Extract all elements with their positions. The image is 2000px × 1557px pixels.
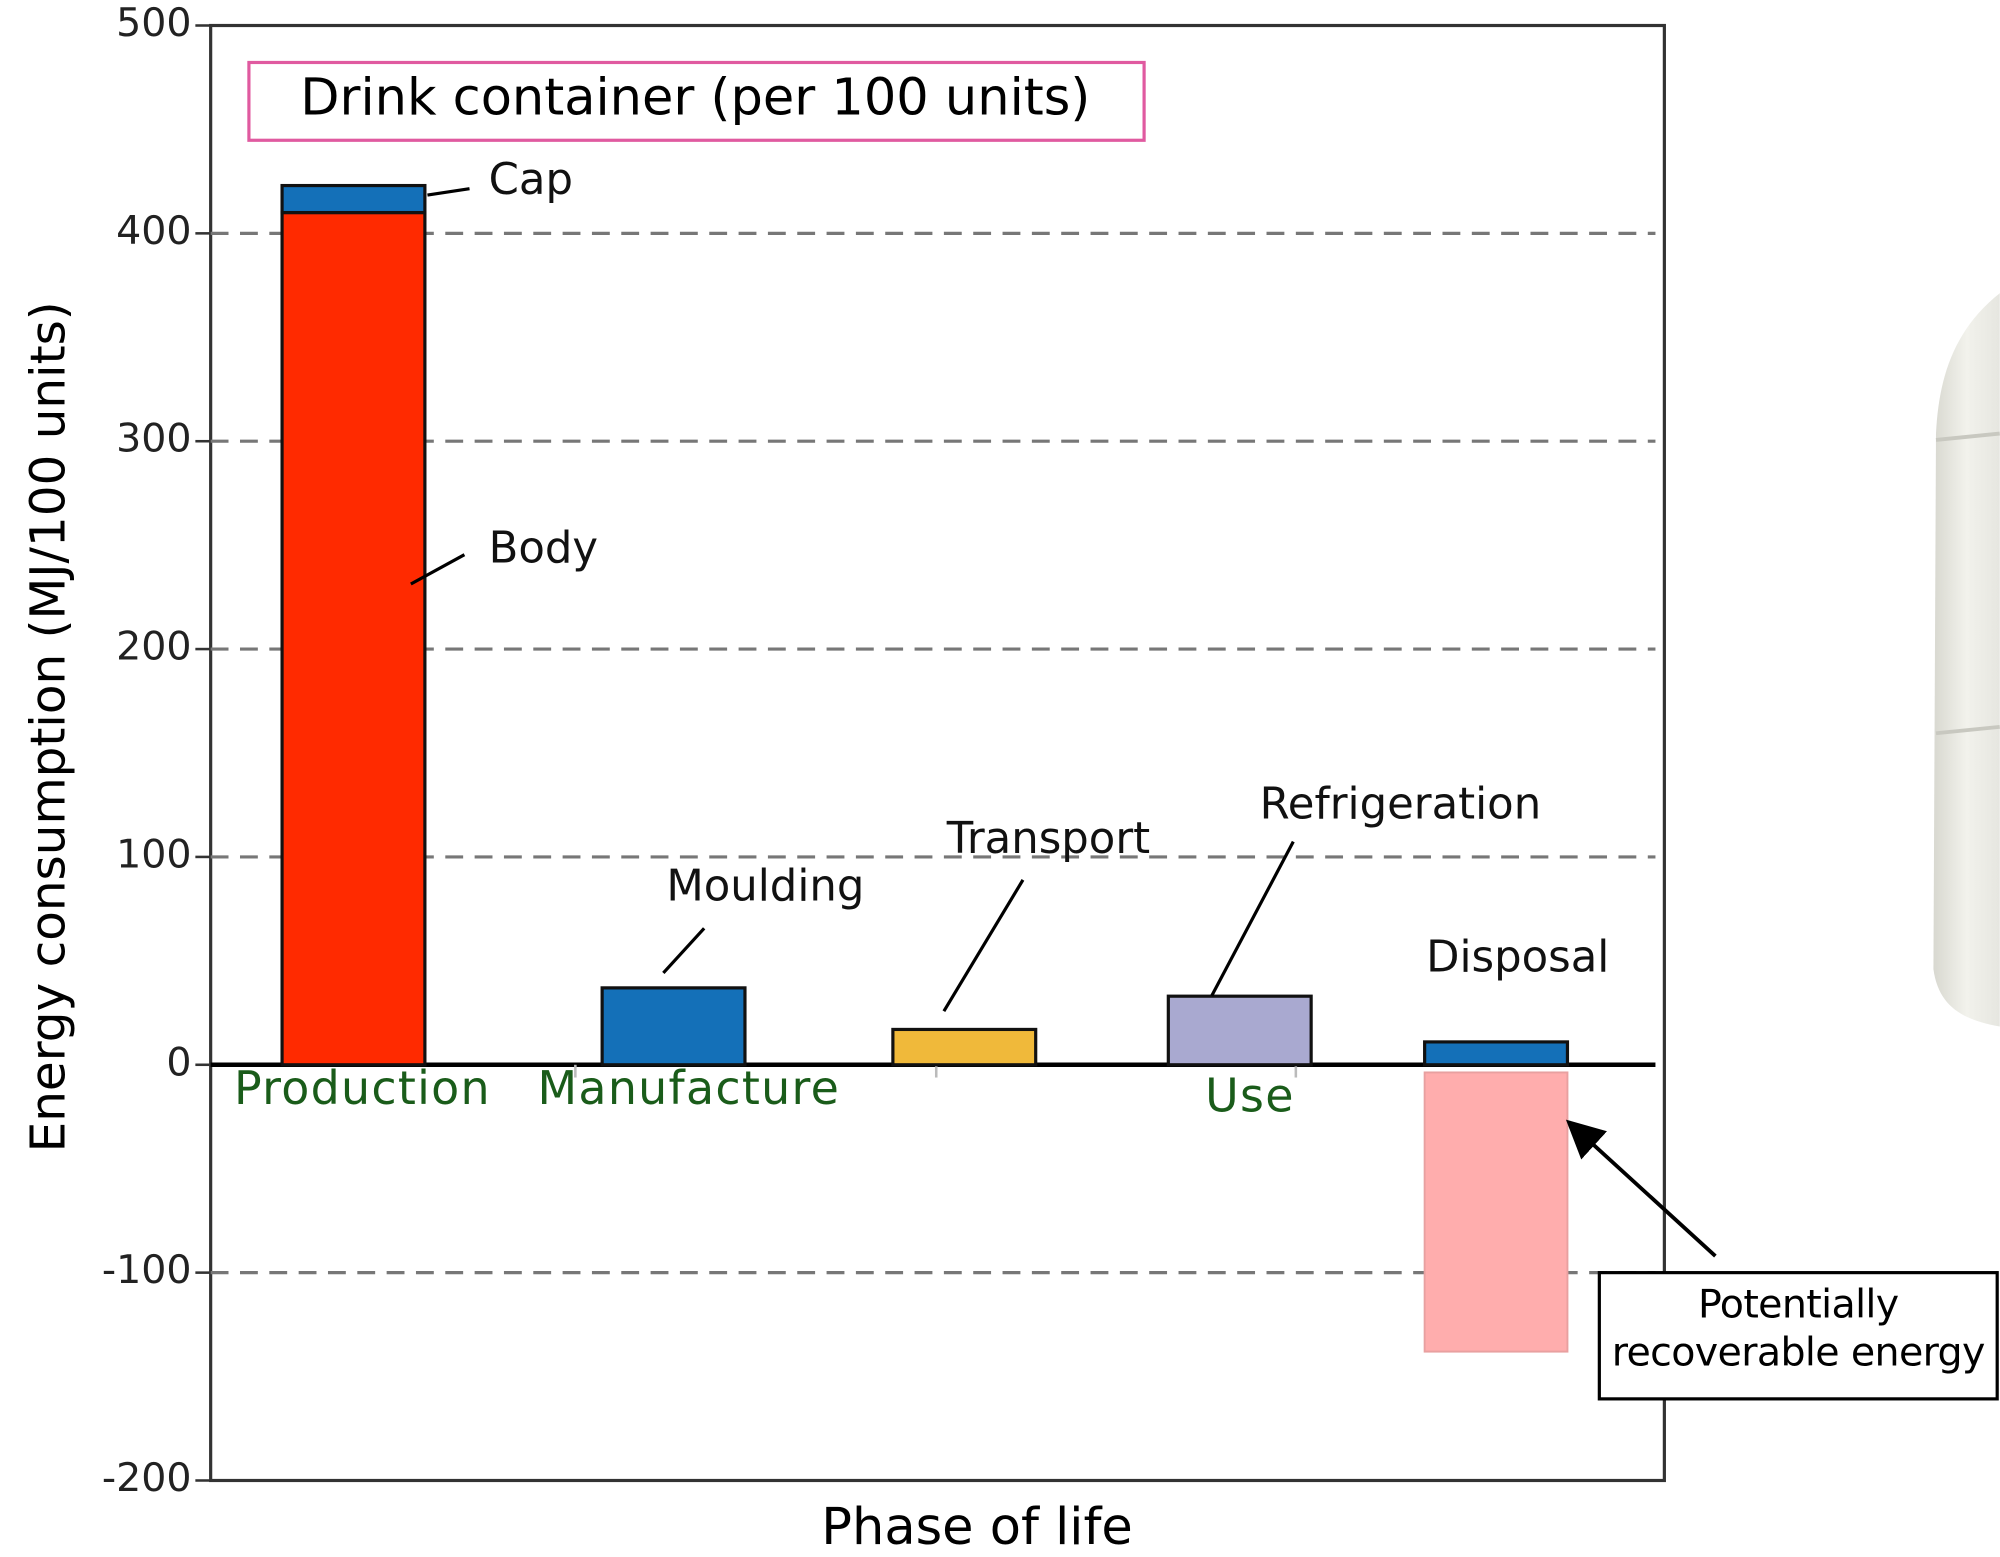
segment-label: Disposal bbox=[1426, 933, 1609, 983]
bar-segment bbox=[1423, 1071, 1569, 1353]
bar-segment bbox=[891, 1027, 1038, 1067]
segment-label: Cap bbox=[489, 155, 573, 205]
bar-segment bbox=[1166, 994, 1313, 1067]
y-tick-label: 500 bbox=[116, 0, 191, 46]
bar-segment bbox=[280, 210, 427, 1067]
leader-line bbox=[942, 879, 1025, 1013]
leader-line bbox=[410, 553, 466, 586]
callout-label: Potentially recoverable energy bbox=[1611, 1281, 1986, 1376]
x-tick-label: Manufacture bbox=[538, 1061, 841, 1115]
x-tick-label: Production bbox=[234, 1061, 491, 1115]
callout-text-wrap: Potentially recoverable energy bbox=[1611, 1281, 1986, 1376]
callout-box bbox=[1597, 1271, 1999, 1401]
bar-segment bbox=[1423, 1040, 1570, 1067]
bottle-photo bbox=[1933, 293, 2000, 1027]
y-tick-label: -100 bbox=[102, 1247, 192, 1293]
segment-label: Moulding bbox=[666, 861, 864, 911]
plot-frame bbox=[209, 23, 1666, 1483]
callout-arrow bbox=[1565, 1119, 1717, 1258]
y-tick-label: -200 bbox=[102, 1455, 192, 1501]
bar-segment bbox=[600, 986, 747, 1067]
x-axis-title: Phase of life bbox=[821, 1498, 1133, 1557]
chart-title: Drink container (per 100 units) bbox=[300, 69, 1090, 128]
title-box bbox=[247, 60, 1146, 142]
y-axis-title: Energy consumption (MJ/100 units) bbox=[20, 301, 76, 1152]
leader-line bbox=[1210, 840, 1295, 997]
y-tick-label: 300 bbox=[116, 416, 191, 462]
bottle-ridge bbox=[1935, 431, 2000, 736]
y-tick-label: 200 bbox=[116, 624, 191, 670]
x-tick-label: Use bbox=[1205, 1069, 1295, 1123]
bar-segment bbox=[280, 183, 427, 215]
segment-label: Refrigeration bbox=[1260, 780, 1542, 830]
segment-label: Transport bbox=[946, 814, 1150, 864]
y-tick-label: 0 bbox=[166, 1039, 191, 1085]
y-tick-label: 100 bbox=[116, 831, 191, 877]
leader-line bbox=[662, 927, 706, 975]
leader-line bbox=[427, 187, 470, 197]
y-tick-label: 400 bbox=[116, 208, 191, 254]
segment-label: Body bbox=[489, 523, 598, 573]
